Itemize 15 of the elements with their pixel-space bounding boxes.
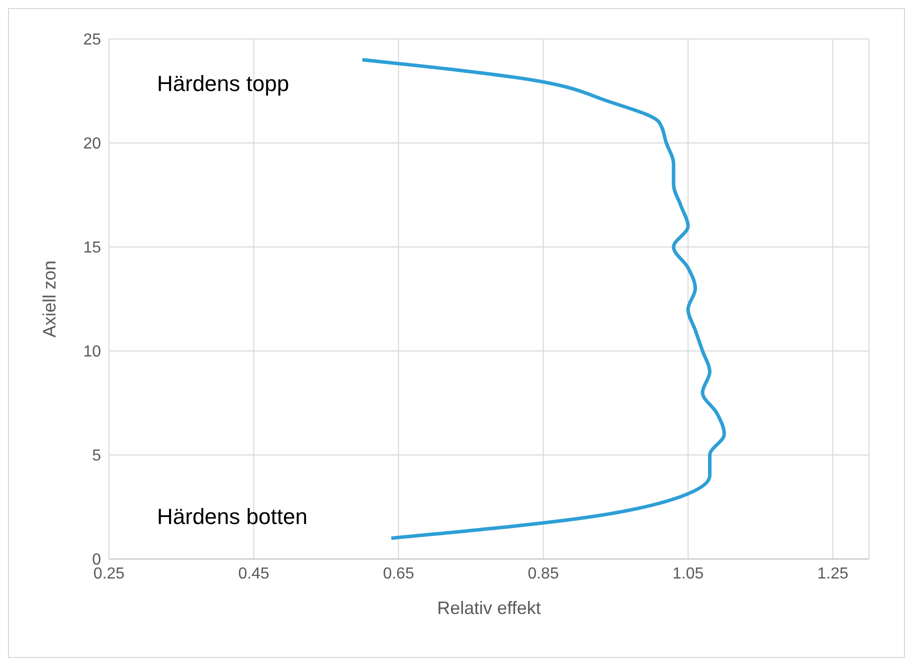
y-tick-label: 25 [83, 32, 102, 49]
x-tick-label: 0.65 [382, 565, 414, 582]
annotation: Härdens topp [157, 71, 290, 97]
x-axis-title: Relativ effekt [437, 598, 541, 618]
annotation: Härdens botten [157, 504, 308, 530]
x-tick-label: 0.85 [528, 565, 559, 582]
line-series [360, 58, 726, 540]
y-tick-label: 5 [92, 448, 102, 465]
y-tick-label: 20 [83, 136, 102, 153]
y-axis-title: Axiell zon [39, 260, 60, 338]
x-tick-label: 1.05 [672, 565, 704, 582]
x-tick-label: 0.45 [238, 565, 270, 582]
y-tick-label: 10 [83, 344, 102, 361]
y-tick-label: 15 [83, 240, 102, 257]
x-tick-label: 1.25 [817, 565, 848, 582]
